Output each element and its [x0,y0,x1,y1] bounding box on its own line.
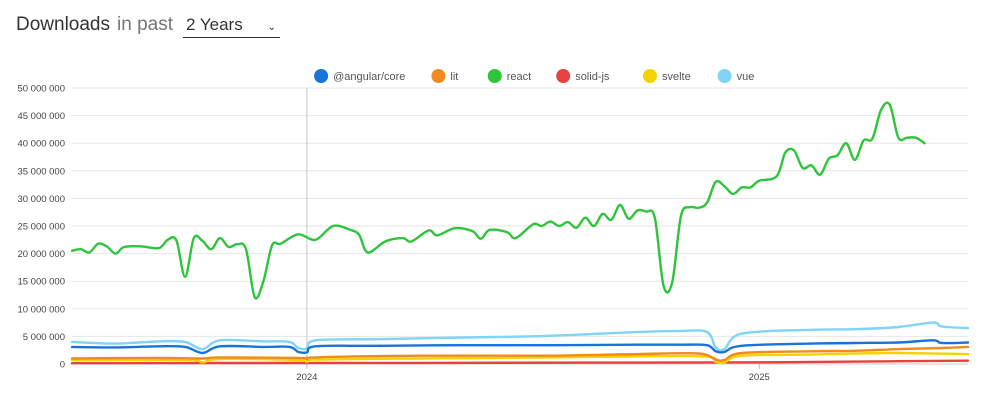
series-line-react [70,101,926,300]
series-line-vue [70,321,970,352]
legend-label-angular-core[interactable]: @angular/core [333,71,405,83]
y-tick-label: 15 000 000 [17,277,65,288]
legend-marker-lit[interactable] [431,69,446,83]
series-line-angular-core [70,339,970,355]
downloads-title: Downloads [16,14,110,35]
legend-label-lit[interactable]: lit [450,71,458,83]
downloads-chart: 0 5 000 000 10 000 000 15 000 000 20 000 000… [17,69,970,383]
legend-label-vue[interactable]: vue [737,71,755,83]
series-line-svelte [70,351,970,365]
y-tick-label: 35 000 000 [17,166,65,177]
y-tick-label: 20 000 000 [17,249,65,260]
legend-marker-react[interactable] [487,69,502,83]
y-tick-label: 25 000 000 [17,222,65,233]
legend-marker-solid-js[interactable] [556,69,571,83]
y-tick-label: 5 000 000 [23,332,65,343]
downloads-header: Downloads in past 2 Years ⌄ [16,14,280,38]
legend-marker-vue[interactable] [717,69,732,83]
legend-label-svelte[interactable]: svelte [662,71,691,83]
y-tick-label: 50 000 000 [17,84,65,95]
downloads-subtitle: in past [117,14,173,35]
x-tick-label: 2024 [296,372,317,383]
range-select-value: 2 Years [185,15,243,34]
y-tick-label: 0 [60,360,65,371]
legend-label-solid-js[interactable]: solid-js [575,71,610,83]
legend-label-react[interactable]: react [507,71,531,83]
range-select[interactable]: 2 Years ⌄ [182,15,280,38]
series-line-solid-js [70,359,970,365]
y-tick-label: 40 000 000 [17,139,65,150]
y-tick-label: 45 000 000 [17,111,65,122]
legend-marker-svelte[interactable] [643,69,657,83]
x-tick-label: 2025 [749,372,770,383]
y-tick-label: 10 000 000 [17,304,65,315]
chevron-down-icon: ⌄ [267,22,276,33]
legend-marker-angular-core[interactable] [314,69,329,83]
y-tick-label: 30 000 000 [17,194,65,205]
series-line-lit [70,345,970,362]
